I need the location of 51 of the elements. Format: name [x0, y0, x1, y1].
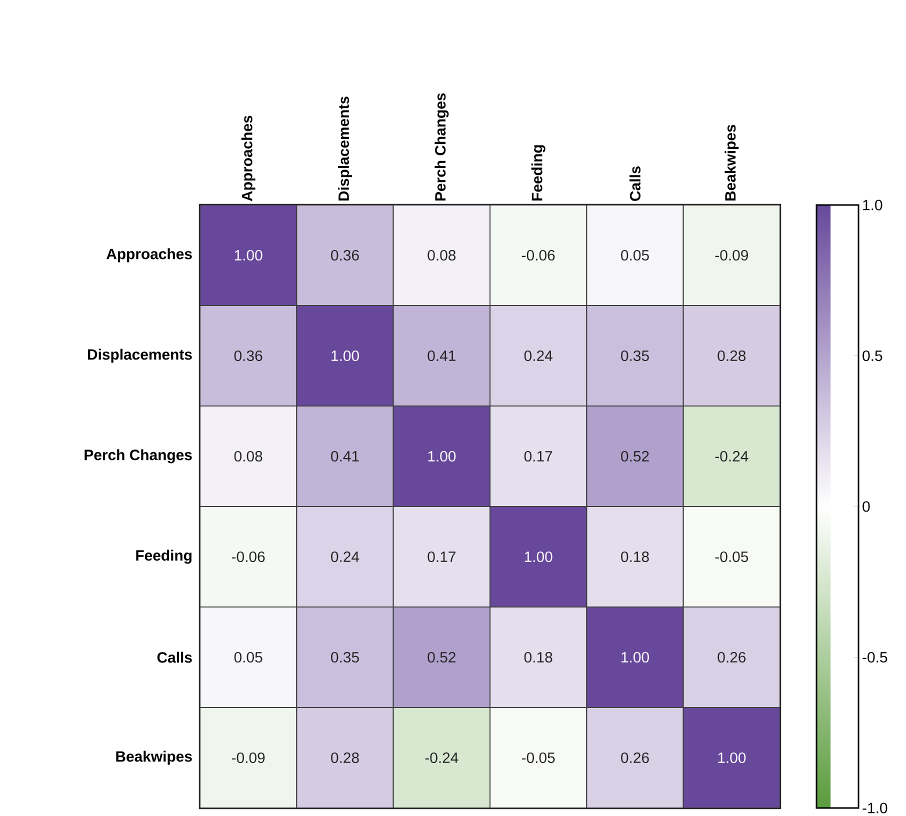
y-tick-label: Approaches [106, 248, 192, 262]
x-tick-label: Approaches [241, 116, 256, 202]
x-tick-label: Feeding [531, 145, 546, 200]
y-tick-label: Displacements [88, 348, 192, 363]
data-label: 1.00 [622, 652, 649, 663]
data-label: 1.00 [524, 551, 552, 562]
data-label: 0.08 [428, 250, 456, 261]
data-label: 0.08 [234, 450, 262, 462]
data-label: 1.00 [234, 250, 262, 261]
color-bar-label: -1.0 [862, 802, 888, 814]
y-tick-label: Beakwipes [116, 750, 192, 765]
data-label: 0.26 [718, 652, 746, 663]
data-label: 0.24 [331, 551, 360, 562]
data-label: 0.35 [331, 652, 359, 663]
data-label: 0.24 [524, 350, 552, 362]
data-label: -0.06 [232, 551, 265, 562]
data-label: -0.05 [715, 551, 748, 562]
data-label: 0.35 [621, 350, 649, 362]
data-label: 1.00 [718, 752, 746, 764]
color-bar-label: 1.0 [863, 200, 882, 210]
data-label: 0.28 [331, 752, 359, 764]
color-bar-label: 0.5 [862, 350, 882, 362]
data-label: 0.52 [621, 450, 649, 462]
x-tick-label: Perch Changes [434, 93, 449, 200]
data-label: 0.28 [718, 350, 746, 362]
data-label: 0.36 [331, 250, 359, 261]
data-label: -0.09 [715, 250, 748, 261]
data-label: 0.18 [524, 652, 552, 663]
data-label: -0.06 [522, 250, 555, 261]
data-label: 0.05 [621, 250, 649, 261]
y-tick-label: Feeding [136, 550, 192, 564]
data-label: 0.17 [524, 450, 552, 462]
color-bar-label: 0 [862, 501, 870, 512]
data-label: 0.26 [621, 752, 649, 764]
color-bar-label: -0.5 [862, 652, 888, 663]
data-label: -0.24 [425, 752, 458, 764]
x-tick-label: Calls [630, 166, 640, 201]
data-label: -0.24 [715, 450, 748, 462]
y-tick-label: Calls [157, 652, 192, 663]
data-label: 0.41 [331, 450, 359, 462]
data-label: 0.41 [428, 350, 456, 362]
x-tick-label: Beakwipes [724, 124, 739, 200]
data-label: 0.17 [428, 551, 456, 562]
data-label: 0.36 [234, 350, 262, 362]
data-label: 0.52 [428, 652, 456, 663]
data-label: 0.18 [621, 551, 649, 562]
data-label: 0.05 [234, 652, 262, 663]
x-tick-label: Displacements [338, 96, 352, 200]
data-label: 1.00 [332, 350, 359, 362]
y-tick-label: Perch Changes [84, 449, 192, 464]
data-label: 1.00 [428, 450, 456, 462]
